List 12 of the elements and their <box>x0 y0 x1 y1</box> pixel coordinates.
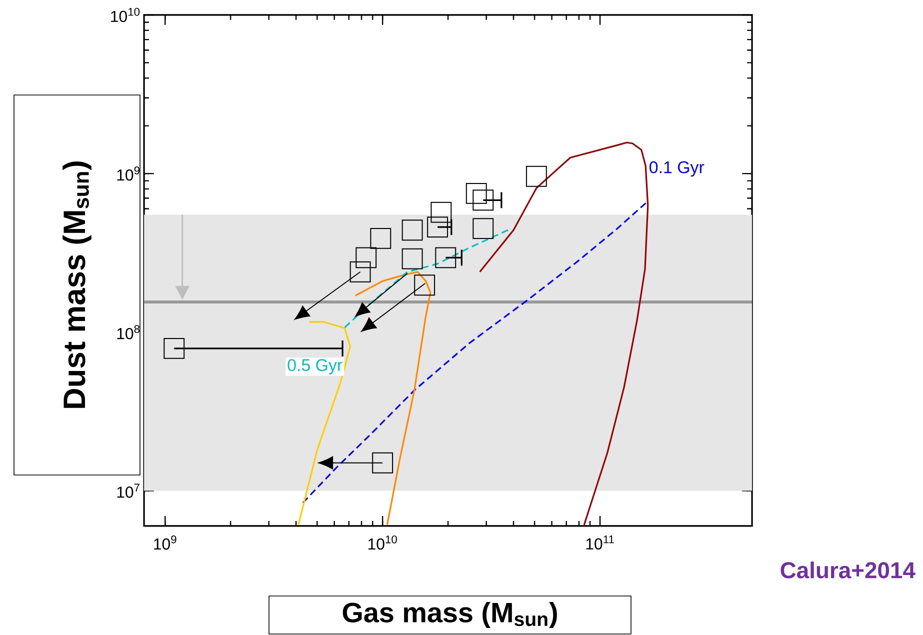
x-tick-label: 10$^{9}$ <box>154 535 176 550</box>
y-tick-label: 10$^{9}$ <box>117 166 140 181</box>
x-tick-label: 10$^{10}$ <box>368 535 397 550</box>
y-tick-label: 10$^{7}$ <box>117 484 140 498</box>
annotation: 0.5 Gyr <box>288 359 342 374</box>
y-tick-label: 10$^{8}$ <box>117 325 140 340</box>
annotation: 0.1 Gyr <box>650 161 704 177</box>
x-tick-label: 10$^{11}$ <box>586 535 614 550</box>
text: Calura+2014 <box>780 562 916 578</box>
x-axis-title: Gas mass (M$_{sun}$) <box>342 602 557 628</box>
y-tick-label: 10$^{10}$ <box>111 8 140 22</box>
y-axis-title: Dust mass (M$_{sun}$) <box>62 162 92 408</box>
